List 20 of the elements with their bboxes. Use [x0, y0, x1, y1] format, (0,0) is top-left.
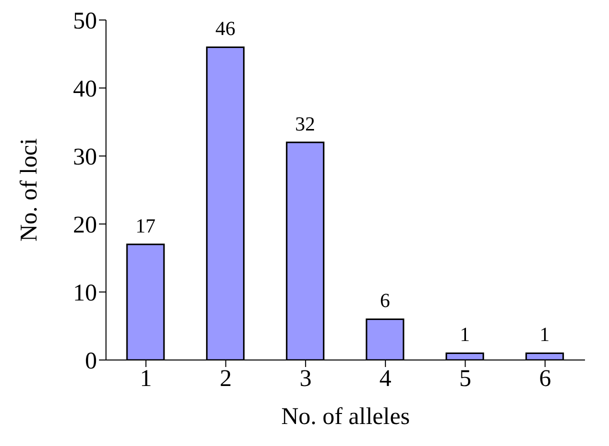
x-tick-label: 4: [379, 366, 392, 392]
data-label: 17: [136, 215, 156, 238]
y-axis-title: No. of loci: [16, 138, 43, 242]
x-tick-label: 2: [220, 366, 232, 392]
x-tick-label: 5: [459, 366, 472, 392]
y-tick-label: 0: [85, 348, 97, 375]
x-tick-label: 1: [140, 366, 152, 392]
y-tick-label: 20: [73, 212, 97, 239]
y-tick-label: 40: [73, 76, 97, 103]
data-label: 46: [215, 18, 236, 40]
x-tick-label: 6: [539, 366, 552, 392]
y-tick-label: 50: [73, 8, 97, 35]
x-axis-title: No. of alleles: [281, 404, 410, 430]
y-tick-label: 30: [73, 144, 97, 171]
data-label: 1: [460, 324, 470, 346]
x-tick-label: 3: [300, 366, 312, 392]
y-tick-label: 10: [73, 280, 97, 307]
data-label: 6: [380, 290, 390, 312]
data-label: 32: [295, 113, 316, 136]
data-label: 1: [540, 324, 550, 346]
